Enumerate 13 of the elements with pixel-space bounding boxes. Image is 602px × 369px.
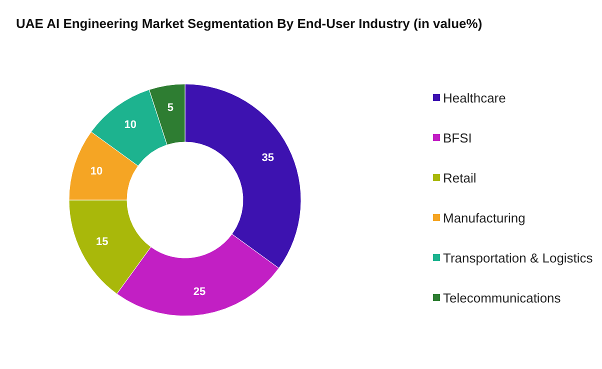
legend-label: Healthcare <box>443 90 506 106</box>
legend-label: Telecommunications <box>443 290 562 306</box>
chart-title: UAE AI Engineering Market Segmentation By End-User Industry (in value%) <box>16 16 482 31</box>
data-label: 35 <box>262 152 274 164</box>
data-label: 10 <box>124 118 136 131</box>
legend-label: Transportation & Logistics <box>443 250 594 266</box>
data-label: 25 <box>193 286 206 298</box>
data-label: 15 <box>96 236 108 248</box>
legend-label: BFSI <box>443 130 472 146</box>
legend-label: Retail <box>443 170 476 186</box>
data-label: 5 <box>167 102 174 114</box>
data-label: 10 <box>90 165 103 178</box>
legend-label: Manufacturing <box>443 210 526 226</box>
